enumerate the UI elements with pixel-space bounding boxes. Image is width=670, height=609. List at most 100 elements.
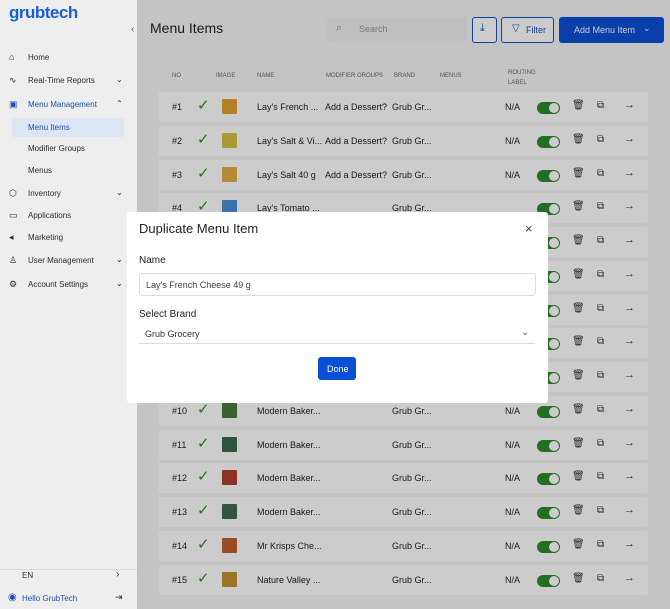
add-button[interactable]: Add Menu Item ⌄ bbox=[559, 17, 664, 43]
open-icon[interactable]: → bbox=[624, 99, 635, 111]
delete-icon[interactable]: 🗑︎ bbox=[572, 471, 585, 483]
nav-item[interactable]: Menu Items bbox=[28, 123, 70, 132]
copy-icon[interactable]: ⧉ bbox=[597, 100, 605, 111]
table-row[interactable]: #1 ✓ Lay's French ... Add a Dessert? Grub Gr… bbox=[159, 92, 648, 122]
copy-icon[interactable]: ⧉ bbox=[597, 403, 605, 415]
delete-icon[interactable]: 🗑︎ bbox=[572, 505, 585, 516]
item-name[interactable]: Lay's Tomato ... bbox=[257, 203, 320, 214]
item-name[interactable]: Modern Baker... bbox=[257, 439, 321, 450]
toggle[interactable] bbox=[537, 169, 560, 182]
search-box[interactable]: ⌕ Search bbox=[327, 17, 467, 42]
table-row[interactable]: #11 ✓ Modern Baker... Grub Gr... N/A 🗑︎ ⧉ → bbox=[159, 429, 648, 460]
toggle[interactable] bbox=[537, 507, 560, 519]
open-icon[interactable]: → bbox=[624, 200, 635, 213]
copy-icon[interactable]: ⧉ bbox=[597, 133, 605, 145]
nav-item[interactable]: Inventory bbox=[28, 189, 61, 198]
delete-icon[interactable]: 🗑︎ bbox=[572, 268, 585, 280]
nav-item[interactable]: Real-Time Reports bbox=[28, 76, 95, 85]
toggle[interactable] bbox=[537, 540, 560, 553]
open-icon[interactable]: → bbox=[624, 267, 635, 280]
nav-item[interactable]: Menu Management bbox=[28, 100, 97, 109]
delete-icon[interactable]: 🗑︎ bbox=[572, 336, 585, 348]
collapse-icon[interactable]: ‹ bbox=[131, 24, 135, 35]
logo[interactable]: grubtech bbox=[9, 3, 78, 22]
open-icon[interactable]: → bbox=[624, 369, 635, 381]
item-name[interactable]: Modern Baker... bbox=[257, 507, 321, 517]
item-name[interactable]: Lay's French ... bbox=[257, 102, 319, 112]
delete-icon[interactable]: 🗑︎ bbox=[572, 235, 585, 246]
delete-icon[interactable]: 🗑︎ bbox=[572, 133, 585, 145]
toggle[interactable] bbox=[537, 135, 560, 148]
copy-icon[interactable]: ⧉ bbox=[597, 268, 605, 280]
delete-icon[interactable]: 🗑︎ bbox=[572, 538, 585, 550]
item-name[interactable]: Lay's Salt & Vi... bbox=[257, 135, 323, 146]
nav-item[interactable]: Menus bbox=[28, 166, 53, 175]
item-name[interactable]: Nature Valley ... bbox=[257, 574, 321, 585]
copy-icon[interactable]: ⧉ bbox=[597, 471, 605, 483]
item-name[interactable]: Lay's Salt 40 g bbox=[257, 169, 316, 180]
table-row[interactable]: #13 ✓ Modern Baker... Grub Gr... N/A 🗑︎ ⧉ → bbox=[159, 497, 648, 527]
nav-item[interactable]: Home bbox=[28, 53, 50, 62]
name-input[interactable]: Lay's French Cheese 49 g bbox=[139, 273, 536, 296]
open-icon[interactable]: → bbox=[624, 335, 635, 348]
download-button[interactable]: ⤓ bbox=[472, 17, 497, 43]
open-icon[interactable]: → bbox=[624, 436, 635, 449]
toggle[interactable] bbox=[537, 102, 560, 114]
copy-icon[interactable]: ⧉ bbox=[597, 235, 605, 246]
item-name[interactable]: Modern Baker... bbox=[257, 405, 321, 416]
open-icon[interactable]: → bbox=[624, 301, 635, 314]
copy-icon[interactable]: ⧉ bbox=[597, 370, 605, 381]
open-icon[interactable]: → bbox=[624, 537, 635, 550]
delete-icon[interactable]: 🗑︎ bbox=[572, 370, 585, 381]
copy-icon[interactable]: ⧉ bbox=[597, 336, 605, 348]
toggle[interactable] bbox=[537, 574, 560, 587]
delete-icon[interactable]: 🗑︎ bbox=[572, 100, 585, 111]
table-row[interactable]: #15 ✓ Nature Valley ... Grub Gr... N/A 🗑︎ ⧉ → bbox=[159, 564, 648, 595]
copy-icon[interactable]: ⧉ bbox=[597, 538, 605, 550]
toggle[interactable] bbox=[537, 405, 560, 418]
open-icon[interactable]: → bbox=[624, 571, 635, 584]
delete-icon[interactable]: 🗑︎ bbox=[572, 572, 585, 584]
open-icon[interactable]: → bbox=[624, 132, 635, 145]
item-name[interactable]: Modern Baker... bbox=[257, 473, 321, 484]
brand-select[interactable]: Grub Grocery ⌄ bbox=[139, 324, 535, 344]
toggle[interactable] bbox=[537, 473, 560, 486]
chevron: ⌃ bbox=[116, 99, 123, 108]
user-greeting[interactable]: Hello GrubTech bbox=[22, 594, 78, 603]
toggle-knob bbox=[549, 136, 559, 147]
delete-icon[interactable]: 🗑︎ bbox=[572, 302, 585, 314]
nav-item[interactable]: Marketing bbox=[28, 233, 64, 242]
copy-icon[interactable]: ⧉ bbox=[597, 437, 605, 449]
delete-icon[interactable]: 🗑︎ bbox=[572, 403, 585, 415]
open-icon[interactable]: → bbox=[624, 470, 635, 483]
copy-icon[interactable]: ⧉ bbox=[597, 201, 605, 213]
routing-label: N/A bbox=[505, 574, 521, 585]
logout-icon[interactable]: ⇥ bbox=[115, 592, 123, 602]
language[interactable]: EN bbox=[22, 571, 34, 580]
nav-item[interactable]: Modifier Groups bbox=[28, 144, 85, 153]
copy-icon[interactable]: ⧉ bbox=[597, 505, 605, 516]
routing-label: N/A bbox=[505, 540, 521, 551]
copy-icon[interactable]: ⧉ bbox=[597, 302, 605, 314]
delete-icon[interactable]: 🗑︎ bbox=[572, 437, 585, 449]
nav-item[interactable]: User Management bbox=[28, 256, 94, 265]
item-name[interactable]: Mr Krisps Che... bbox=[257, 540, 322, 551]
open-icon[interactable]: → bbox=[624, 504, 635, 516]
copy-icon[interactable]: ⧉ bbox=[597, 572, 605, 584]
filter-button[interactable]: ▽ Filter bbox=[501, 17, 554, 43]
table-row[interactable]: #14 ✓ Mr Krisps Che... Grub Gr... N/A 🗑︎ ⧉ → bbox=[159, 530, 648, 561]
open-icon[interactable]: → bbox=[624, 402, 635, 415]
copy-icon[interactable]: ⧉ bbox=[597, 167, 605, 179]
toggle[interactable] bbox=[537, 439, 560, 452]
open-icon[interactable]: → bbox=[624, 234, 635, 246]
table-row[interactable]: #12 ✓ Modern Baker... Grub Gr... N/A 🗑︎ ⧉ → bbox=[159, 463, 648, 494]
delete-icon[interactable]: 🗑︎ bbox=[572, 201, 585, 213]
nav-item[interactable]: Applications bbox=[28, 211, 72, 220]
table-row[interactable]: #2 ✓ Lay's Salt & Vi... Add a Dessert? Grub … bbox=[159, 125, 648, 156]
open-icon[interactable]: → bbox=[624, 166, 635, 179]
close-button[interactable]: × bbox=[525, 221, 533, 236]
done-button[interactable]: Done bbox=[318, 357, 356, 380]
nav-item[interactable]: Account Settings bbox=[28, 280, 89, 289]
delete-icon[interactable]: 🗑︎ bbox=[572, 167, 585, 179]
table-row[interactable]: #3 ✓ Lay's Salt 40 g Add a Dessert? Grub Gr.… bbox=[159, 159, 648, 190]
